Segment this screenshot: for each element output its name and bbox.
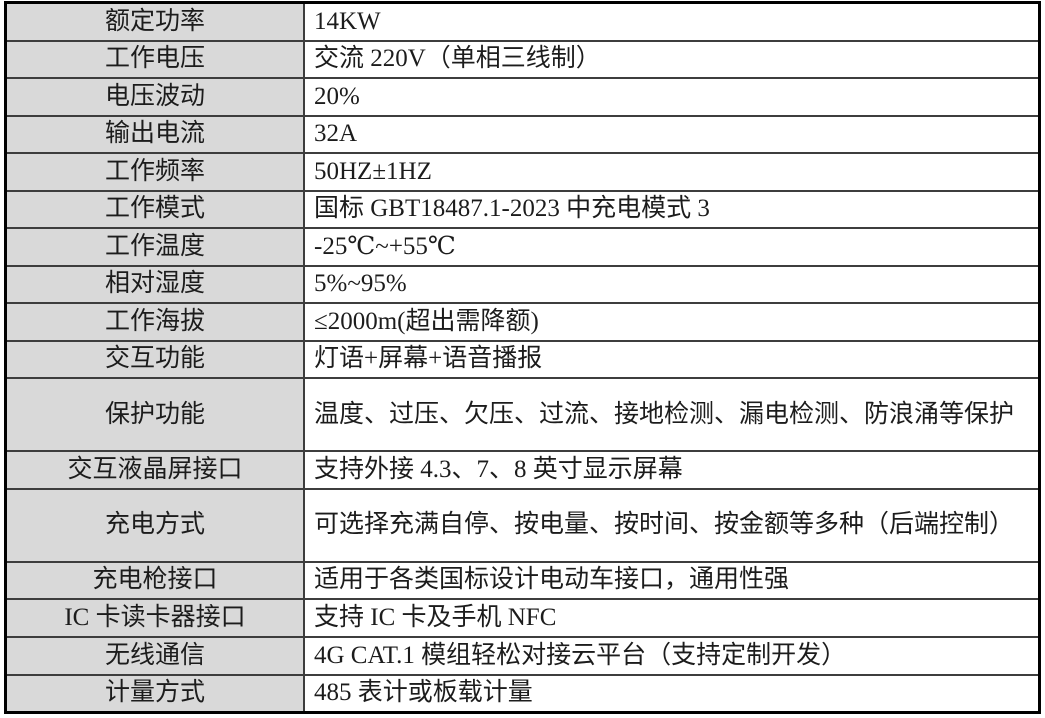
spec-value: 支持 IC 卡及手机 NFC [303, 600, 1038, 636]
spec-value: 可选择充满自停、按电量、按时间、按金额等多种（后端控制） [303, 489, 1038, 561]
spec-value: ≤2000m(超出需降额) [303, 304, 1038, 340]
spec-label: 交互功能 [7, 341, 303, 378]
spec-label: 工作海拔 [7, 304, 303, 340]
spec-label: 工作模式 [7, 191, 303, 228]
spec-label: 工作温度 [7, 229, 303, 265]
spec-value: 国标 GBT18487.1-2023 中充电模式 3 [303, 191, 1038, 228]
spec-value: 485 表计或板载计量 [303, 675, 1038, 712]
spec-label: 相对湿度 [7, 266, 303, 303]
table-row: 工作频率 50HZ±1HZ [7, 152, 1038, 190]
table-row: 电压波动 20% [7, 77, 1038, 115]
spec-value: 5%~95% [303, 266, 1038, 303]
table-row: 工作温度 -25℃~+55℃ [7, 227, 1038, 265]
spec-label: 输出电流 [7, 116, 303, 153]
spec-value: 灯语+屏幕+语音播报 [303, 341, 1038, 378]
spec-label: 保护功能 [7, 379, 303, 451]
table-row: 工作模式 国标 GBT18487.1-2023 中充电模式 3 [7, 189, 1038, 228]
spec-label: 无线通信 [7, 638, 303, 674]
table-row: 工作电压 交流 220V（单相三线制） [7, 39, 1038, 78]
table-row: 工作海拔 ≤2000m(超出需降额) [7, 302, 1038, 340]
table-row: 交互功能 灯语+屏幕+语音播报 [7, 339, 1038, 378]
spec-label: 交互液晶屏接口 [7, 452, 303, 488]
spec-value: 50HZ±1HZ [303, 154, 1038, 190]
spec-value: 交流 220V（单相三线制） [303, 41, 1038, 78]
spec-label: 计量方式 [7, 675, 303, 712]
spec-value: 温度、过压、欠压、过流、接地检测、漏电检测、防浪涌等保护 [303, 379, 1038, 451]
table-row: 输出电流 32A [7, 114, 1038, 153]
table-row: 保护功能 温度、过压、欠压、过流、接地检测、漏电检测、防浪涌等保护 [7, 377, 1038, 451]
spec-value: -25℃~+55℃ [303, 229, 1038, 265]
table-row: 相对湿度 5%~95% [7, 264, 1038, 303]
spec-value: 32A [303, 116, 1038, 153]
spec-value: 支持外接 4.3、7、8 英寸显示屏幕 [303, 452, 1038, 488]
table-row: 充电方式 可选择充满自停、按电量、按时间、按金额等多种（后端控制） [7, 487, 1038, 561]
table-row: 无线通信 4G CAT.1 模组轻松对接云平台（支持定制开发） [7, 636, 1038, 674]
spec-label: IC 卡读卡器接口 [7, 600, 303, 636]
spec-label: 充电方式 [7, 489, 303, 561]
table-row: 计量方式 485 表计或板载计量 [7, 673, 1038, 712]
spec-value: 14KW [303, 4, 1038, 40]
spec-value: 20% [303, 79, 1038, 115]
spec-label: 工作频率 [7, 154, 303, 190]
table-row: 充电枪接口 适用于各类国标设计电动车接口，通用性强 [7, 560, 1038, 599]
table-row: 额定功率 14KW [7, 4, 1038, 40]
spec-label: 充电枪接口 [7, 562, 303, 599]
table-row: 交互液晶屏接口 支持外接 4.3、7、8 英寸显示屏幕 [7, 450, 1038, 488]
spec-value: 适用于各类国标设计电动车接口，通用性强 [303, 562, 1038, 599]
table-row: IC 卡读卡器接口 支持 IC 卡及手机 NFC [7, 598, 1038, 636]
spec-table: 额定功率 14KW 工作电压 交流 220V（单相三线制） 电压波动 20% 输出电流 32A… [4, 1, 1041, 714]
spec-value: 4G CAT.1 模组轻松对接云平台（支持定制开发） [303, 638, 1038, 674]
spec-label: 电压波动 [7, 79, 303, 115]
spec-label: 工作电压 [7, 41, 303, 78]
spec-label: 额定功率 [7, 4, 303, 40]
